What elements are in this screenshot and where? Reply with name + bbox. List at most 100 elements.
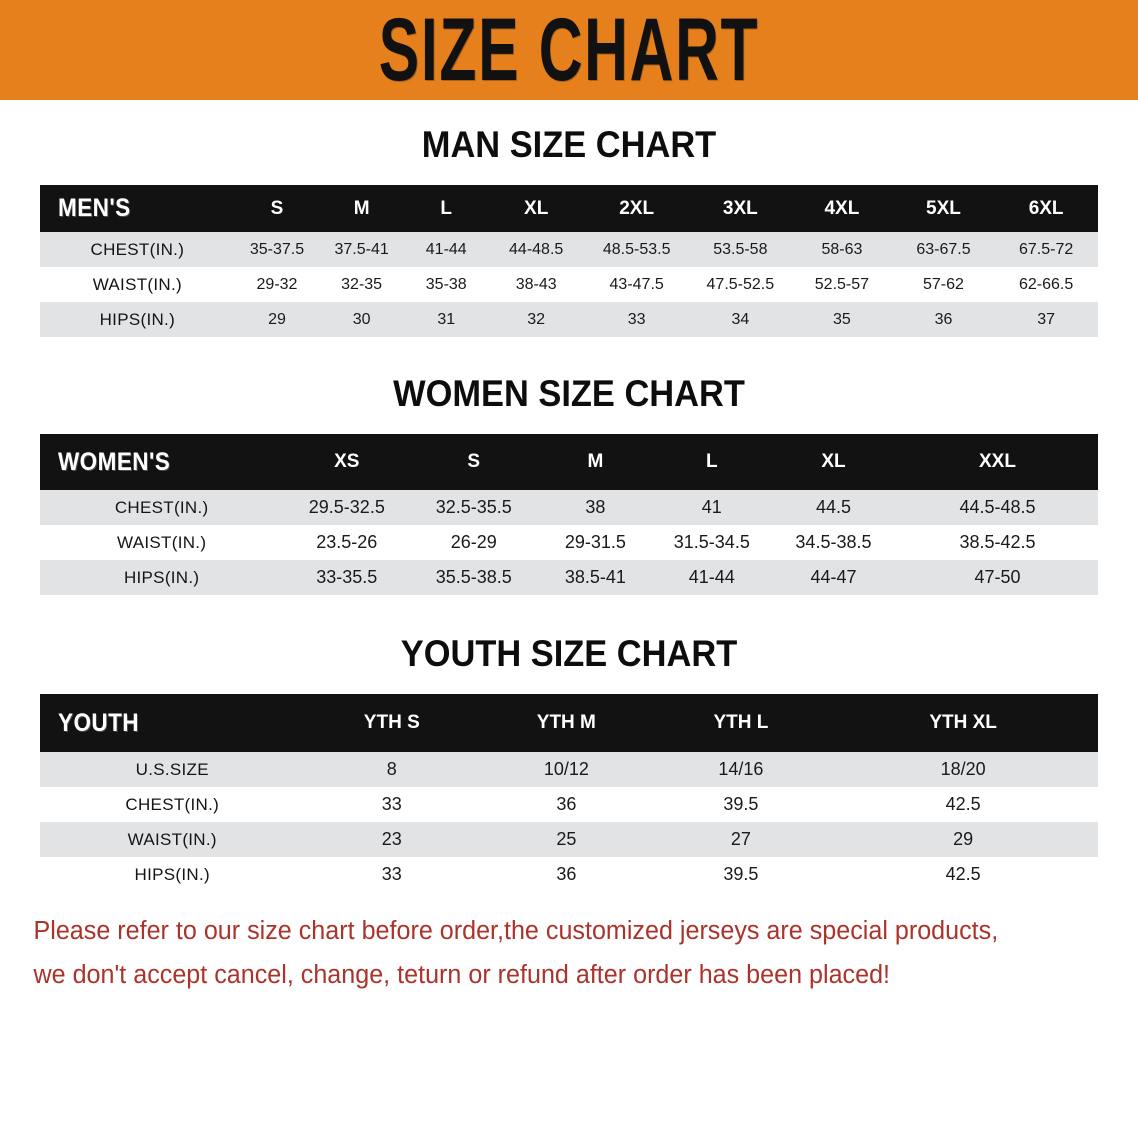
youth-cell-r2c1: 33 xyxy=(381,794,402,814)
man-cell-r3c8: 36 xyxy=(934,310,953,328)
women-row-label-2: WAIST(IN.) xyxy=(117,532,207,552)
man-cell-r1c3: 41-44 xyxy=(425,240,467,258)
youth-size-section: YOUTH SIZE CHART YOUTH YTH S YTH M YTH L… xyxy=(0,635,1138,892)
man-row-label-2: WAIST(IN.) xyxy=(92,274,182,294)
youth-col-header-1: YTH S xyxy=(363,712,420,733)
disclaimer-line-2: we don't accept cancel, change, teturn o… xyxy=(33,960,891,989)
table-row: CHEST(IN.) 29.5-32.5 32.5-35.5 38 41 44.… xyxy=(40,490,1098,525)
women-cell-r1c1: 29.5-32.5 xyxy=(308,497,385,517)
women-cell-r2c3: 29-31.5 xyxy=(564,532,626,552)
table-row: HIPS(IN.) 33-35.5 35.5-38.5 38.5-41 41-4… xyxy=(40,560,1098,595)
size-chart-page: MAN SIZE CHART MEN'S S M L XL 2XL xyxy=(0,126,1138,998)
man-cell-r2c8: 57-62 xyxy=(923,275,964,293)
youth-table-head: YOUTH YTH S YTH M YTH L YTH XL xyxy=(40,694,1098,752)
man-col-header-2: M xyxy=(353,197,370,219)
man-col-header-1: S xyxy=(270,197,284,219)
women-cell-r1c4: 41 xyxy=(701,497,722,517)
youth-row-label-3: WAIST(IN.) xyxy=(127,829,217,849)
women-section-title: WOMEN SIZE CHART xyxy=(393,373,745,414)
banner-title: SIZE CHART xyxy=(378,0,760,100)
women-col-header-1: XS xyxy=(334,451,360,472)
man-cell-r1c2: 37.5-41 xyxy=(334,240,389,258)
man-section-title: MAN SIZE CHART xyxy=(421,124,717,165)
women-row-label-1: CHEST(IN.) xyxy=(114,497,209,517)
man-cell-r2c6: 47.5-52.5 xyxy=(706,275,775,293)
women-cell-r2c4: 31.5-34.5 xyxy=(673,532,750,552)
man-header-row: MEN'S S M L XL 2XL 3XL 4XL 5XL 6XL xyxy=(40,185,1098,232)
man-col-header-8: 5XL xyxy=(926,197,961,219)
man-col-header-9: 6XL xyxy=(1028,197,1064,219)
women-col-header-3: M xyxy=(587,451,604,472)
women-cell-r2c1: 23.5-26 xyxy=(316,532,378,552)
man-table-body: CHEST(IN.) 35-37.5 37.5-41 41-44 44-48.5… xyxy=(40,232,1098,337)
man-cell-r2c7: 52.5-57 xyxy=(814,275,870,293)
man-cell-r2c2: 32-35 xyxy=(341,275,383,293)
youth-row-label-1: U.S.SIZE xyxy=(135,759,209,779)
table-row: WAIST(IN.) 23.5-26 26-29 29-31.5 31.5-34… xyxy=(40,525,1098,560)
table-row: CHEST(IN.) 33 36 39.5 42.5 xyxy=(40,787,1098,822)
women-cell-r1c3: 38 xyxy=(585,497,606,517)
women-cell-r3c6: 47-50 xyxy=(974,567,1021,587)
youth-table-wrapper: YOUTH YTH S YTH M YTH L YTH XL U.S.SIZE … xyxy=(40,694,1098,892)
man-cell-r3c3: 31 xyxy=(437,310,456,328)
women-cell-r1c6: 44.5-48.5 xyxy=(959,497,1036,517)
man-size-section: MAN SIZE CHART MEN'S S M L XL 2XL xyxy=(0,126,1138,337)
man-col-header-5: 2XL xyxy=(619,197,655,219)
women-col-header-2: S xyxy=(467,451,481,472)
youth-table-body: U.S.SIZE 8 10/12 14/16 18/20 CHEST(IN.) … xyxy=(40,752,1098,892)
women-cell-r2c5: 34.5-38.5 xyxy=(795,532,872,552)
youth-row-label-2: CHEST(IN.) xyxy=(125,794,220,814)
youth-cell-r2c3: 39.5 xyxy=(723,794,759,814)
women-cell-r2c2: 26-29 xyxy=(450,532,497,552)
man-cell-r2c3: 35-38 xyxy=(425,275,467,293)
man-row-label-3: HIPS(IN.) xyxy=(99,309,176,329)
women-table-wrapper: WOMEN'S XS S M L XL XXL CHEST(IN.) 29.5-… xyxy=(40,434,1098,595)
table-row: U.S.SIZE 8 10/12 14/16 18/20 xyxy=(40,752,1098,787)
youth-cell-r3c2: 25 xyxy=(556,829,577,849)
youth-size-table: YOUTH YTH S YTH M YTH L YTH XL U.S.SIZE … xyxy=(40,694,1098,892)
women-cell-r3c5: 44-47 xyxy=(810,567,857,587)
man-size-table: MEN'S S M L XL 2XL 3XL 4XL 5XL 6XL CHEST xyxy=(40,185,1098,337)
man-col-header-6: 3XL xyxy=(722,197,758,219)
women-cell-r3c1: 33-35.5 xyxy=(316,567,378,587)
table-row: CHEST(IN.) 35-37.5 37.5-41 41-44 44-48.5… xyxy=(40,232,1098,267)
return-policy-disclaimer: Please refer to our size chart before or… xyxy=(0,910,1121,998)
women-cell-r1c5: 44.5 xyxy=(815,497,851,517)
women-size-section: WOMEN SIZE CHART WOMEN'S XS S M L XL xyxy=(0,375,1138,595)
man-cell-r3c7: 35 xyxy=(833,310,851,328)
women-col-header-6: XXL xyxy=(978,451,1016,472)
women-col-header-5: XL xyxy=(821,451,846,472)
man-cell-r2c9: 62-66.5 xyxy=(1018,275,1074,293)
man-cell-r3c5: 33 xyxy=(627,310,646,328)
women-cell-r3c2: 35.5-38.5 xyxy=(435,567,512,587)
youth-col-header-2: YTH M xyxy=(536,712,596,733)
women-table-body: CHEST(IN.) 29.5-32.5 32.5-35.5 38 41 44.… xyxy=(40,490,1098,595)
youth-cell-r3c3: 27 xyxy=(730,829,751,849)
youth-cell-r2c2: 36 xyxy=(556,794,577,814)
man-cell-r1c1: 35-37.5 xyxy=(249,240,305,258)
man-cell-r3c4: 32 xyxy=(527,310,546,328)
man-row-label-1: CHEST(IN.) xyxy=(90,239,185,259)
man-cell-r1c4: 44-48.5 xyxy=(509,240,564,258)
man-table-head: MEN'S S M L XL 2XL 3XL 4XL 5XL 6XL xyxy=(40,185,1098,232)
youth-cell-r4c2: 36 xyxy=(556,864,577,884)
youth-cell-r4c1: 33 xyxy=(381,864,402,884)
youth-cell-r2c4: 42.5 xyxy=(945,794,981,814)
youth-cell-r3c4: 29 xyxy=(953,829,974,849)
man-cell-r3c6: 34 xyxy=(731,310,750,328)
size-chart-banner: SIZE CHART xyxy=(0,0,1138,100)
youth-cell-r4c3: 39.5 xyxy=(723,864,759,884)
youth-header-row: YOUTH YTH S YTH M YTH L YTH XL xyxy=(40,694,1098,752)
man-corner-header: MEN'S xyxy=(58,194,131,222)
women-row-label-3: HIPS(IN.) xyxy=(123,567,200,587)
women-size-table: WOMEN'S XS S M L XL XXL CHEST(IN.) 29.5-… xyxy=(40,434,1098,595)
man-cell-r1c5: 48.5-53.5 xyxy=(602,240,671,258)
youth-cell-r1c3: 14/16 xyxy=(718,759,764,779)
man-cell-r1c8: 63-67.5 xyxy=(916,240,971,258)
man-cell-r3c2: 30 xyxy=(352,310,371,328)
women-cell-r3c3: 38.5-41 xyxy=(564,567,626,587)
youth-col-header-3: YTH L xyxy=(713,712,769,733)
women-table-head: WOMEN'S XS S M L XL XXL xyxy=(40,434,1098,490)
youth-cell-r1c2: 10/12 xyxy=(543,759,589,779)
man-cell-r1c6: 53.5-58 xyxy=(713,240,768,258)
